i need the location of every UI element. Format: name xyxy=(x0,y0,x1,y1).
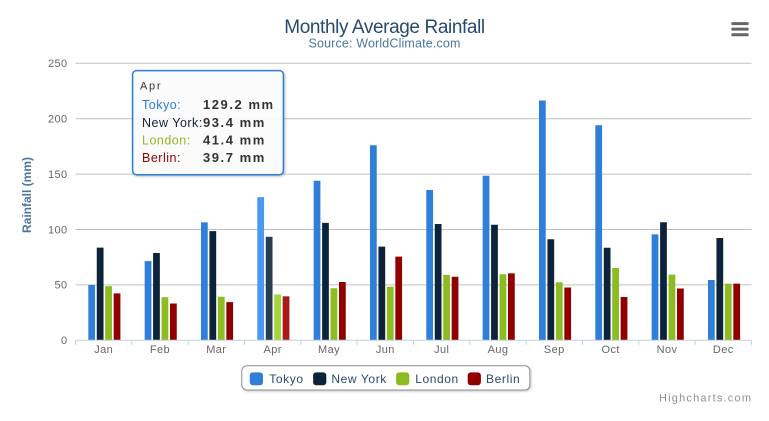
svg-text:London: London xyxy=(415,372,459,386)
svg-text:129.2 mm: 129.2 mm xyxy=(203,97,275,112)
svg-text:150: 150 xyxy=(48,169,68,181)
svg-text:Tokyo:: Tokyo: xyxy=(142,98,181,112)
svg-text:Nov: Nov xyxy=(657,344,678,356)
svg-text:Highcharts.com: Highcharts.com xyxy=(659,392,752,404)
svg-text:Jan: Jan xyxy=(94,344,113,356)
svg-text:41.4 mm: 41.4 mm xyxy=(203,133,266,148)
svg-text:39.7 mm: 39.7 mm xyxy=(203,150,266,165)
svg-text:50: 50 xyxy=(54,280,67,292)
svg-text:New York: New York xyxy=(331,372,387,386)
svg-text:Apr: Apr xyxy=(264,344,282,356)
svg-text:London:: London: xyxy=(142,134,191,148)
svg-text:Dec: Dec xyxy=(713,344,734,356)
svg-text:Feb: Feb xyxy=(150,344,170,356)
svg-text:200: 200 xyxy=(48,114,68,126)
svg-text:Source: WorldClimate.com: Source: WorldClimate.com xyxy=(308,37,460,51)
svg-text:Sep: Sep xyxy=(544,344,565,356)
svg-text:Rainfall (mm): Rainfall (mm) xyxy=(20,157,34,233)
svg-text:Tokyo: Tokyo xyxy=(269,372,303,386)
svg-text:Apr: Apr xyxy=(140,81,162,93)
svg-text:Berlin:: Berlin: xyxy=(142,151,181,165)
svg-text:Monthly Average Rainfall: Monthly Average Rainfall xyxy=(284,17,484,38)
svg-text:0: 0 xyxy=(61,335,68,347)
svg-text:Aug: Aug xyxy=(488,344,509,356)
svg-text:Mar: Mar xyxy=(206,344,226,356)
svg-text:Jul: Jul xyxy=(434,344,449,356)
svg-text:93.4 mm: 93.4 mm xyxy=(203,115,266,130)
svg-text:100: 100 xyxy=(48,224,68,236)
svg-text:Oct: Oct xyxy=(602,344,620,356)
svg-text:New York:: New York: xyxy=(142,116,203,130)
svg-text:Berlin: Berlin xyxy=(486,372,520,386)
svg-text:May: May xyxy=(318,344,340,356)
svg-text:250: 250 xyxy=(48,58,68,70)
svg-text:Jun: Jun xyxy=(376,344,395,356)
